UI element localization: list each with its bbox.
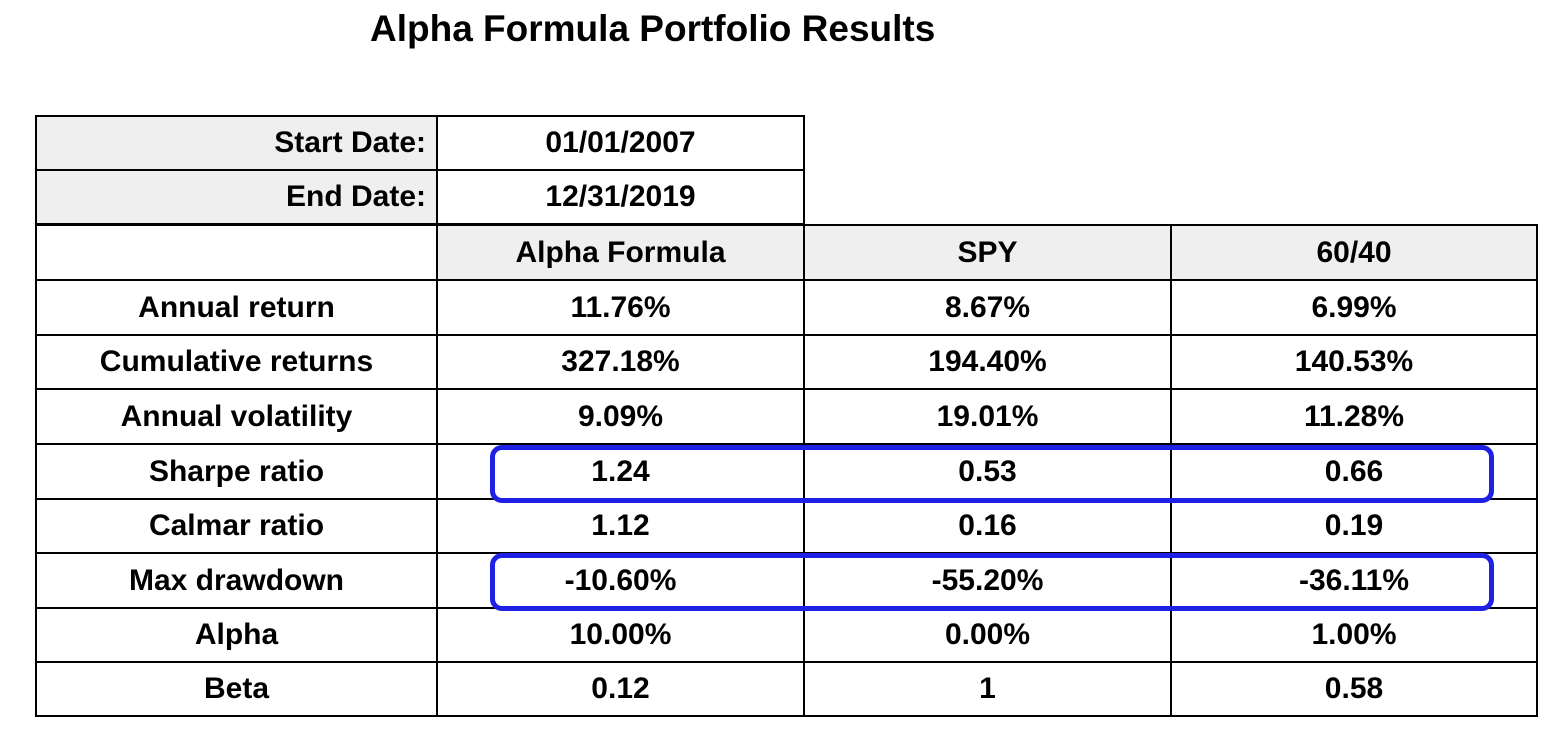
max-drawdown-highlight [490,553,1494,611]
table-cell: 1 [803,661,1172,717]
start-date-value: 01/01/2007 [436,115,805,171]
table-cell: 9.09% [436,388,805,445]
table-cell: 140.53% [1170,334,1538,390]
table-cell: 0.00% [803,607,1172,663]
table-cell: 11.28% [1170,388,1538,445]
page-title: Alpha Formula Portfolio Results [370,8,936,49]
metric-label: Alpha [35,607,438,663]
header-empty [35,224,438,281]
table-cell: 6.99% [1170,279,1538,336]
header-spy: SPY [803,224,1172,281]
table-cell: 0.58 [1170,661,1538,717]
header-alpha-formula: Alpha Formula [436,224,805,281]
metric-label: Annual volatility [35,388,438,445]
table-cell: 0.16 [803,498,1172,554]
metric-label: Cumulative returns [35,334,438,390]
table-cell: 1.12 [436,498,805,554]
end-date-value: 12/31/2019 [436,169,805,225]
metric-label: Annual return [35,279,438,336]
header-60-40: 60/40 [1170,224,1538,281]
table-cell: 0.12 [436,661,805,717]
table-cell: 1.00% [1170,607,1538,663]
metric-label: Beta [35,661,438,717]
table-cell: 8.67% [803,279,1172,336]
metric-label: Sharpe ratio [35,443,438,500]
table-cell: 10.00% [436,607,805,663]
sharpe-ratio-highlight [490,445,1494,503]
table-cell: 19.01% [803,388,1172,445]
table-cell: 327.18% [436,334,805,390]
metric-label: Calmar ratio [35,498,438,554]
table-cell: 11.76% [436,279,805,336]
end-date-label: End Date: [35,169,438,225]
table-cell: 194.40% [803,334,1172,390]
start-date-label: Start Date: [35,115,438,171]
table-cell: 0.19 [1170,498,1538,554]
metric-label: Max drawdown [35,552,438,609]
